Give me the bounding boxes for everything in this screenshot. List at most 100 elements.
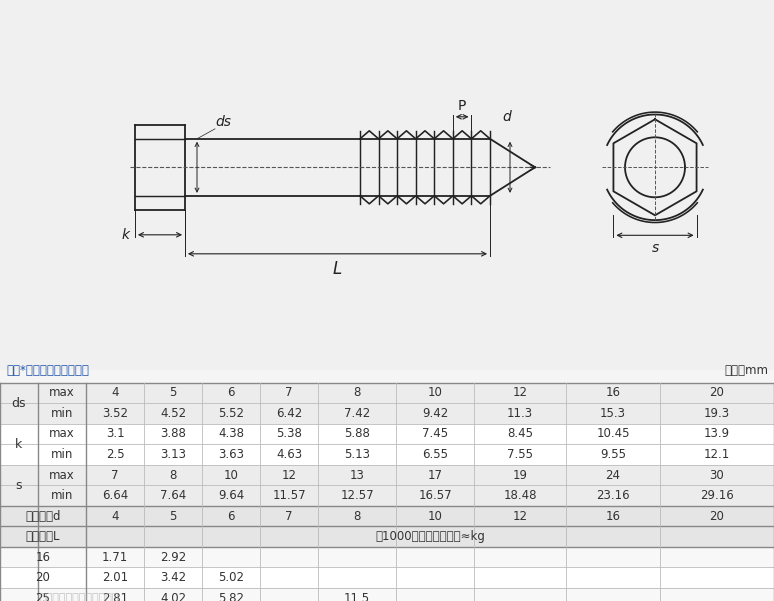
Text: 10: 10: [427, 386, 443, 400]
Text: 3.42: 3.42: [160, 571, 186, 584]
Text: 昆明市金聚进物资有限公司: 昆明市金聚进物资有限公司: [40, 593, 119, 601]
Text: 12: 12: [512, 386, 528, 400]
Text: 4: 4: [111, 386, 118, 400]
Text: 19: 19: [512, 469, 528, 481]
Text: 3.13: 3.13: [160, 448, 186, 461]
Bar: [0, 383, 774, 403]
Text: 5.52: 5.52: [218, 407, 244, 420]
Text: 4.52: 4.52: [160, 407, 186, 420]
Text: 12: 12: [282, 469, 296, 481]
Text: 5.02: 5.02: [218, 571, 244, 584]
Text: 6: 6: [228, 386, 235, 400]
Text: 13: 13: [350, 469, 365, 481]
Text: 5: 5: [170, 386, 176, 400]
Text: 7.64: 7.64: [160, 489, 186, 502]
Text: 16: 16: [605, 386, 621, 400]
Text: 单位：mm: 单位：mm: [724, 364, 768, 377]
Bar: [0, 465, 774, 486]
Text: 2.92: 2.92: [160, 551, 186, 564]
Bar: [0, 506, 774, 526]
Text: 10.45: 10.45: [596, 427, 630, 441]
Text: 12.57: 12.57: [341, 489, 374, 502]
Text: 29.16: 29.16: [700, 489, 734, 502]
Text: 11.57: 11.57: [272, 489, 306, 502]
Text: 20: 20: [710, 510, 724, 523]
Text: 30: 30: [710, 469, 724, 481]
Text: s: s: [15, 479, 22, 492]
Text: 8: 8: [170, 469, 176, 481]
Text: 3.88: 3.88: [160, 427, 186, 441]
Text: 8: 8: [353, 510, 361, 523]
Bar: [0, 444, 774, 465]
Text: 7.42: 7.42: [344, 407, 370, 420]
Text: 16: 16: [605, 510, 621, 523]
Text: 12: 12: [512, 510, 528, 523]
Text: 23.16: 23.16: [596, 489, 630, 502]
Text: 2.01: 2.01: [102, 571, 128, 584]
Text: 8: 8: [353, 386, 361, 400]
Text: 3.63: 3.63: [218, 448, 244, 461]
Text: 18.48: 18.48: [503, 489, 536, 502]
Text: 4.63: 4.63: [276, 448, 302, 461]
Text: 6: 6: [228, 510, 235, 523]
Text: P: P: [458, 99, 466, 113]
Text: 5.38: 5.38: [276, 427, 302, 441]
Bar: [0, 403, 774, 424]
Text: 7: 7: [111, 469, 118, 481]
Text: min: min: [51, 448, 74, 461]
Text: max: max: [49, 427, 75, 441]
Text: 12.1: 12.1: [704, 448, 730, 461]
Text: 5.13: 5.13: [344, 448, 370, 461]
Text: 7: 7: [286, 386, 293, 400]
Text: 每1000件钙制品的质量≈kg: 每1000件钙制品的质量≈kg: [375, 530, 485, 543]
Text: 9.55: 9.55: [600, 448, 626, 461]
Text: 24: 24: [605, 469, 621, 481]
Text: 13.9: 13.9: [704, 427, 730, 441]
Text: max: max: [49, 386, 75, 400]
Text: 25: 25: [36, 592, 50, 601]
Text: 11.3: 11.3: [507, 407, 533, 420]
Text: k: k: [122, 228, 130, 242]
Text: 9.42: 9.42: [422, 407, 448, 420]
Text: 5.82: 5.82: [218, 592, 244, 601]
Text: L: L: [333, 260, 342, 278]
Text: 2.5: 2.5: [106, 448, 125, 461]
Bar: [0, 588, 774, 601]
Text: 6.42: 6.42: [276, 407, 302, 420]
Bar: [0, 424, 774, 444]
Bar: [0, 526, 774, 547]
Text: k: k: [15, 438, 22, 451]
Text: 3.52: 3.52: [102, 407, 128, 420]
Text: ds: ds: [215, 115, 231, 129]
Text: 16: 16: [36, 551, 50, 564]
Text: 8.45: 8.45: [507, 427, 533, 441]
Text: min: min: [51, 489, 74, 502]
Bar: [0, 486, 774, 506]
Text: 公称直径d: 公称直径d: [26, 510, 60, 523]
Text: 7.55: 7.55: [507, 448, 533, 461]
Text: 20: 20: [710, 386, 724, 400]
Text: 3.1: 3.1: [106, 427, 125, 441]
Text: d: d: [502, 110, 511, 124]
Text: 5.88: 5.88: [344, 427, 370, 441]
Text: 7.45: 7.45: [422, 427, 448, 441]
Text: 16.57: 16.57: [418, 489, 452, 502]
Text: 6.55: 6.55: [422, 448, 448, 461]
Text: 5: 5: [170, 510, 176, 523]
Text: 2.81: 2.81: [102, 592, 128, 601]
Text: 4.02: 4.02: [160, 592, 186, 601]
Text: 4: 4: [111, 510, 118, 523]
Text: 公称*长度）不含头部长度: 公称*长度）不含头部长度: [6, 364, 89, 377]
Text: 10: 10: [224, 469, 238, 481]
Text: ds: ds: [12, 397, 26, 410]
Text: 9.64: 9.64: [217, 489, 244, 502]
Bar: [0, 547, 774, 567]
Text: 19.3: 19.3: [704, 407, 730, 420]
Text: min: min: [51, 407, 74, 420]
Text: 15.3: 15.3: [600, 407, 626, 420]
Text: 公称直径L: 公称直径L: [26, 530, 60, 543]
Text: 4.38: 4.38: [218, 427, 244, 441]
Text: 11.5: 11.5: [344, 592, 370, 601]
Text: 1.71: 1.71: [102, 551, 128, 564]
Text: 20: 20: [36, 571, 50, 584]
